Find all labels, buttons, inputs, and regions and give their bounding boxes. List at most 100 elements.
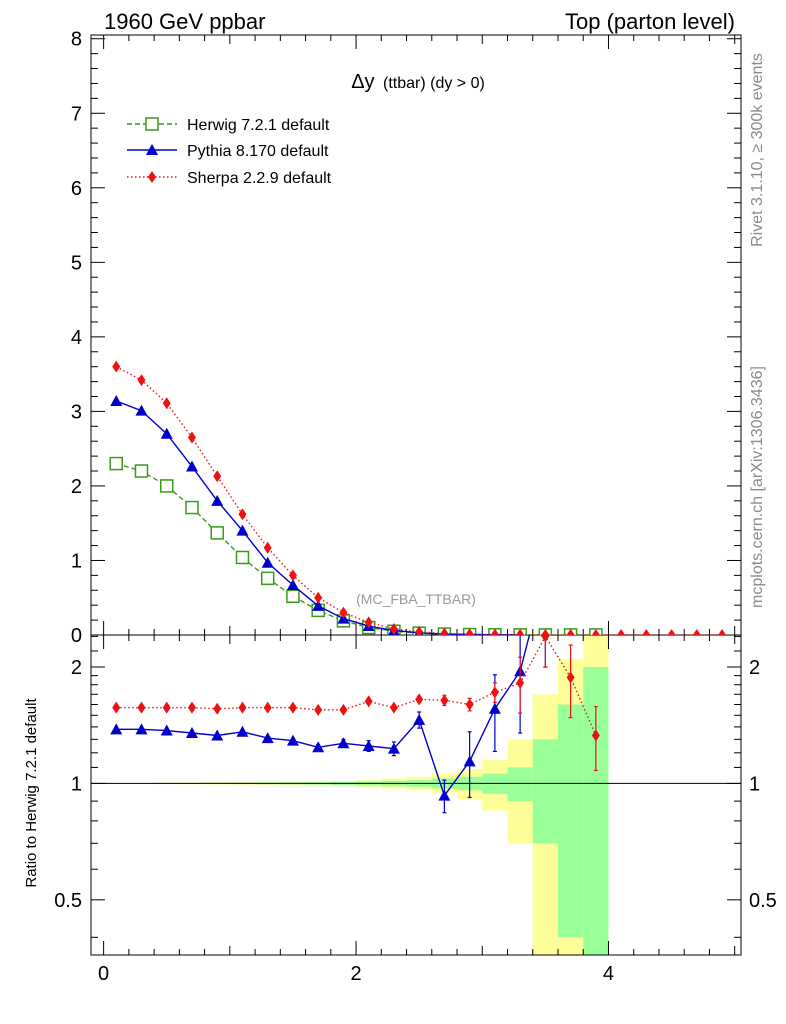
sherpa-point (187, 431, 196, 444)
main-series (109, 360, 727, 635)
sherpa-ratio-point (112, 701, 121, 714)
y-tick-label: 7 (71, 103, 82, 125)
sherpa-point (162, 397, 171, 410)
sherpa-ratio-point (440, 694, 449, 707)
sherpa-point (112, 360, 121, 373)
legend-label-pythia: Pythia 8.170 default (187, 143, 329, 160)
sherpa-ratio-point (465, 698, 474, 711)
sherpa-ratio-point (364, 695, 373, 708)
sherpa-point (389, 623, 398, 635)
pythia-ratio-point (438, 789, 451, 801)
sherpa-point (465, 628, 474, 635)
pythia-ratio-point (463, 755, 476, 767)
pythia-point (286, 579, 299, 591)
axis-ticks (91, 35, 741, 955)
legend-entry-herwig: Herwig 7.2.1 default (127, 117, 330, 134)
pythia-point (261, 556, 274, 568)
legend-entry-sherpa: Sherpa 2.2.9 default (127, 170, 332, 187)
x-tick-label: 2 (350, 963, 361, 985)
chart-title-sub: (ttbar) (dy > 0) (383, 75, 485, 92)
y-tick-label: 3 (71, 401, 82, 423)
sherpa-point (263, 541, 272, 554)
sherpa-ratio-point (566, 671, 575, 684)
sherpa-point (541, 628, 550, 635)
ratio-y-tick-label-right: 0.5 (749, 890, 777, 912)
sherpa-point (490, 628, 499, 635)
ratio-y-tick-label-right: 1 (749, 773, 760, 795)
ratio-y-tick-label: 0.5 (54, 890, 82, 912)
sherpa-point (591, 628, 600, 635)
pythia-point (110, 394, 123, 406)
pythia-ratio-point (413, 713, 426, 725)
pythia-ratio-point (261, 732, 274, 744)
band-inner (532, 739, 558, 844)
sherpa-ratio-point (591, 729, 600, 742)
sherpa-point (238, 508, 247, 521)
herwig-point (109, 456, 123, 471)
pythia-ratio-point (312, 741, 325, 753)
sherpa-ratio-point (162, 701, 171, 714)
pythia-ratio-point (539, 567, 551, 578)
sherpa-ratio-line (116, 635, 597, 736)
pythia-point (211, 494, 224, 506)
pythia-ratio-point (160, 724, 173, 736)
header-left: 1960 GeV ppbar (104, 9, 265, 34)
pythia-ratio-point (211, 729, 224, 741)
x-tick-label: 0 (98, 963, 109, 985)
pythia-point (135, 404, 148, 416)
herwig-point (286, 589, 300, 603)
ratio-y-tick-label-right: 2 (749, 657, 760, 679)
ratio-ylabel: Ratio to Herwig 7.2.1 default (23, 698, 40, 888)
pythia-ratio-point (362, 739, 375, 751)
herwig-point (185, 500, 199, 515)
pythia-point (312, 599, 325, 611)
sherpa-point (339, 606, 348, 619)
band-inner (557, 704, 584, 938)
ratio-plot-frame (90, 634, 742, 956)
chart-title: Δy (ttbar) (dy > 0) (351, 71, 485, 93)
rivet-label: Rivet 3.1.10, ≥ 300k events (749, 53, 766, 247)
pythia-ratio-point (185, 727, 198, 739)
ratio-series (110, 567, 600, 814)
header-right: Top (parton level) (565, 9, 735, 34)
pythia-point (236, 524, 249, 536)
legend-entry-pythia: Pythia 8.170 default (127, 143, 329, 160)
pythia-ratio-point (286, 734, 299, 746)
pythia-point (185, 460, 198, 472)
mcplots-label: mcplots.cern.ch [arXiv:1306.3436] (749, 366, 766, 608)
legend-marker-sherpa (148, 171, 156, 183)
legend-label-sherpa: Sherpa 2.2.9 default (187, 170, 332, 187)
y-tick-label: 4 (71, 327, 82, 349)
sherpa-ratio-point (415, 693, 424, 706)
sherpa-ratio-point (137, 701, 146, 714)
y-tick-label: 5 (71, 252, 82, 274)
sherpa-point (516, 628, 525, 635)
x-tick-label: 4 (603, 963, 614, 985)
y-tick-label: 8 (71, 29, 82, 51)
herwig-point (260, 571, 275, 586)
legend-marker-pythia (146, 144, 158, 155)
sherpa-ratio-point (263, 701, 272, 714)
ratio-y-tick-label: 1 (71, 773, 82, 795)
sherpa-ratio-point (187, 701, 196, 714)
sherpa-point (137, 374, 146, 387)
sherpa-ratio-point (516, 676, 525, 689)
sherpa-point (692, 628, 701, 635)
y-tick-label: 2 (71, 476, 82, 498)
y-tick-label: 1 (71, 550, 82, 572)
pythia-ratio-point (488, 702, 501, 714)
tick-labels: 0 2 4 0 1 2 3 4 5 6 7 8 0.5 0.5 1 1 2 2 (54, 29, 777, 985)
band-inner (507, 767, 533, 802)
herwig-point (235, 550, 250, 565)
legend: Herwig 7.2.1 default Pythia 8.170 defaul… (127, 117, 332, 187)
ratio-y-tick-label: 2 (71, 657, 82, 679)
pythia-ratio-point (236, 725, 249, 737)
sherpa-point (667, 628, 676, 635)
pythia-point (160, 427, 173, 439)
sherpa-point (440, 627, 449, 635)
sherpa-point (415, 626, 424, 635)
sherpa-point (288, 569, 297, 582)
sherpa-point (566, 628, 575, 635)
sherpa-ratio-point (213, 702, 222, 715)
